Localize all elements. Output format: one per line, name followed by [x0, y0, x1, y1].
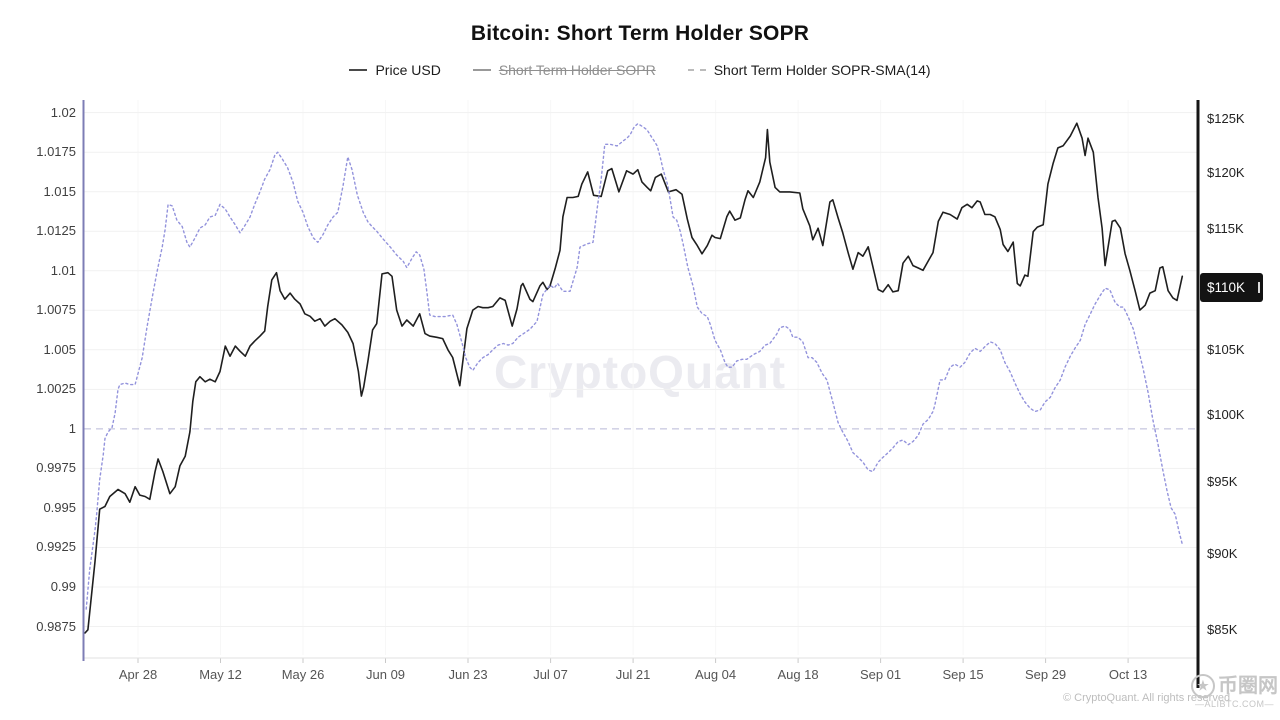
x-axis-tick-label: Jun 09 — [366, 667, 406, 682]
x-axis-tick-label: Sep 01 — [859, 667, 902, 682]
legend-item-sth-sopr-sma14[interactable]: Short Term Holder SOPR-SMA(14) — [687, 62, 931, 78]
legend-label: Short Term Holder SOPR-SMA(14) — [713, 62, 931, 78]
x-axis-tick-label: Aug 04 — [694, 667, 737, 682]
logo-text: 币圈网 — [1218, 675, 1278, 697]
right-axis-tick-label: $90K — [1207, 546, 1238, 562]
legend-item-sth-sopr[interactable]: Short Term Holder SOPR — [472, 62, 656, 78]
left-axis-tick-label: 0.9875 — [36, 618, 76, 634]
x-axis-tick-label: Sep 15 — [942, 667, 984, 682]
x-axis-tick-label: Apr 28 — [118, 667, 158, 682]
chart-legend: Price USD Short Term Holder SOPR Short T… — [0, 62, 1280, 78]
x-axis-tick-label: Jun 23 — [448, 667, 488, 682]
legend-item-price-usd[interactable]: Price USD — [349, 62, 441, 78]
left-axis-tick-label: 1.01 — [50, 262, 76, 278]
right-axis-tick-label: $105K — [1207, 341, 1245, 357]
copyright-text: © CryptoQuant. All rights reserved — [1063, 692, 1231, 704]
legend-label: Price USD — [375, 62, 441, 78]
last-price-value: $110K — [1207, 280, 1246, 296]
legend-line-marker-icon — [472, 69, 491, 71]
left-axis-tick-label: 1.0125 — [36, 223, 76, 239]
left-axis-tick-label: 1.0025 — [36, 381, 76, 397]
left-axis-tick-label: 1.02 — [50, 104, 76, 120]
left-axis-tick-label: 1.015 — [43, 183, 76, 199]
price-label-clipped-char — [1258, 282, 1260, 294]
legend-line-marker-icon — [349, 69, 368, 71]
left-axis-tick-label: 0.9975 — [36, 460, 76, 476]
left-axis-tick-label: 0.995 — [43, 499, 76, 515]
logo-subtext: —ALIBTC.COM— — [1194, 699, 1274, 709]
right-axis-tick-label: $120K — [1207, 165, 1245, 181]
left-axis-tick-label: 1.005 — [43, 341, 76, 357]
sth-sopr-sma14-line — [85, 122, 1184, 610]
x-axis-tick-label: Oct 13 — [1108, 667, 1148, 682]
chart-title: Bitcoin: Short Term Holder SOPR — [470, 22, 810, 45]
left-axis-tick-label: 1.0175 — [36, 144, 76, 160]
legend-line-marker-icon — [687, 69, 706, 71]
left-axis-tick-label: 0.9925 — [36, 539, 76, 555]
right-axis-tick-label: $95K — [1207, 474, 1238, 490]
last-price-label: $110K — [1200, 273, 1263, 303]
x-axis-tick-label: Aug 18 — [777, 667, 819, 682]
right-axis-tick-label: $100K — [1207, 406, 1245, 422]
coin-badge-icon: ★ — [1191, 674, 1215, 698]
left-axis-tick-label: 0.99 — [50, 579, 76, 594]
right-axis-tick-label: $115K — [1207, 221, 1244, 237]
price-usd-line — [84, 122, 1184, 634]
left-axis-tick-label: 1.0075 — [36, 302, 76, 318]
alibtc-logo: ★ 币圈网 —ALIBTC.COM— — [1191, 674, 1278, 709]
right-axis-tick-label: $125K — [1207, 110, 1245, 126]
x-axis-tick-label: Jul 07 — [533, 667, 568, 682]
x-axis-tick-label: Jul 21 — [615, 667, 651, 682]
x-axis-tick-label: May 26 — [281, 667, 325, 682]
left-axis-tick-label: 1 — [68, 420, 76, 436]
x-axis-tick-label: Sep 29 — [1024, 667, 1067, 682]
right-axis-tick-label: $85K — [1207, 621, 1238, 637]
legend-label: Short Term Holder SOPR — [498, 62, 656, 78]
x-axis-tick-label: May 12 — [199, 667, 242, 682]
